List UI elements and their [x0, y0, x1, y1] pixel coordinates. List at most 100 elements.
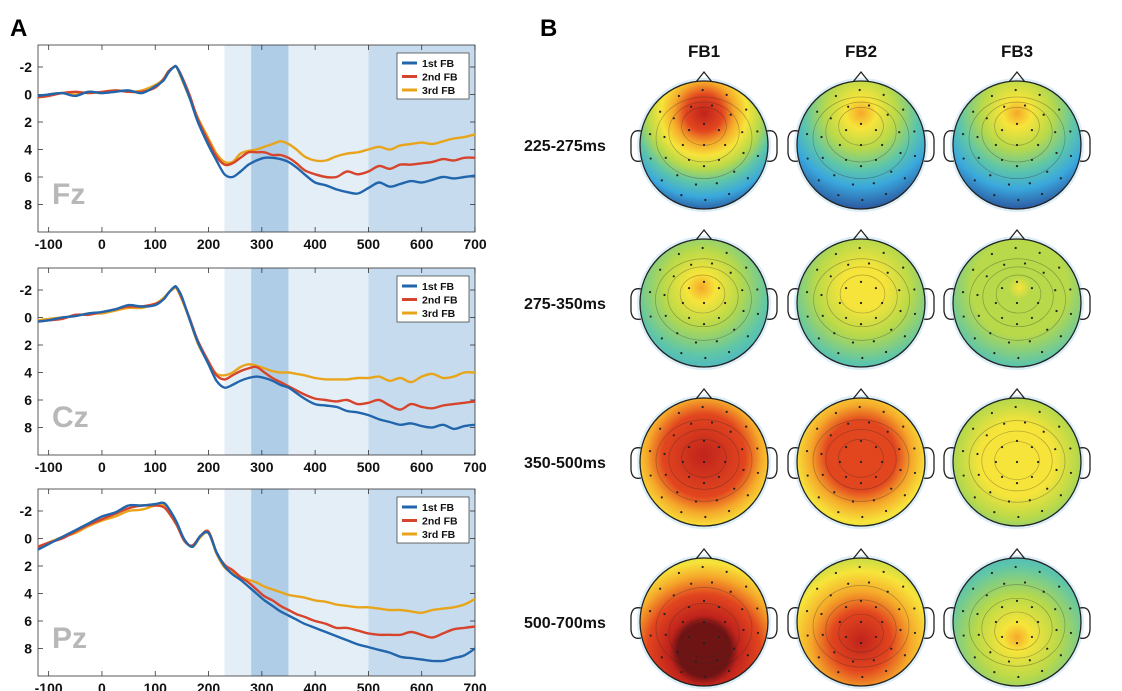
- electrode-dot: [1015, 280, 1019, 283]
- x-tick-label: 0: [98, 459, 106, 475]
- electrode-dot: [687, 445, 691, 449]
- electrode-dot: [745, 425, 748, 428]
- contour-line: [839, 274, 886, 314]
- electrode-dot: [867, 262, 871, 265]
- nose: [1008, 547, 1026, 560]
- electrode-dot: [680, 511, 683, 514]
- electrode-dot: [817, 179, 820, 182]
- electrode-dot: [872, 340, 875, 343]
- right-ear: [766, 130, 778, 162]
- electrode-dot: [961, 609, 965, 613]
- electrode-dot: [1015, 620, 1019, 624]
- electrode-dot: [844, 635, 848, 639]
- electrode-dot: [1069, 631, 1073, 635]
- electrode-dot: [881, 460, 884, 464]
- contour-line: [813, 258, 910, 341]
- right-ear: [1079, 288, 1091, 320]
- electrode-dot: [990, 571, 994, 575]
- electrode-dot: [687, 605, 691, 609]
- electrode-dot: [663, 135, 666, 139]
- electrode-dot: [976, 293, 979, 297]
- electrode-dot: [681, 620, 684, 624]
- electrode-dot: [687, 635, 691, 639]
- electrode-dot: [886, 113, 889, 116]
- electrode-dot: [1058, 266, 1061, 269]
- plot-frame: [37, 44, 476, 233]
- electrode-dot: [676, 651, 679, 654]
- electrode-dot: [990, 411, 994, 415]
- electrode-dot: [913, 471, 917, 475]
- electrode-dot: [741, 448, 744, 451]
- electrode-dot: [859, 301, 863, 305]
- y-tick-label: 0: [24, 310, 32, 326]
- electrode-dot: [874, 158, 878, 162]
- contour-line: [981, 597, 1053, 659]
- electrode-dot: [1040, 509, 1044, 513]
- electrode-dot: [976, 452, 979, 456]
- contour-line: [826, 266, 898, 328]
- contour-line: [812, 585, 910, 668]
- legend-entry: 2nd FB: [422, 295, 458, 307]
- electrode-dot: [1000, 286, 1004, 290]
- contour-line: [825, 429, 897, 490]
- electrode-dot: [1040, 192, 1044, 196]
- left-ear: [787, 447, 799, 479]
- electrode-dot: [816, 110, 819, 113]
- plot-frame: [37, 267, 476, 456]
- electrode-dot: [717, 475, 721, 479]
- x-tick-label: -100: [35, 680, 63, 691]
- electrode-dot: [742, 628, 745, 632]
- electrode-dot: [745, 108, 748, 111]
- electrode-dot: [648, 449, 652, 453]
- legend-entry: 3rd FB: [422, 529, 456, 541]
- electrode-dot: [902, 108, 905, 111]
- contour-line: [995, 274, 1042, 314]
- electrode-dot: [1000, 158, 1004, 162]
- electrode-dot: [687, 158, 691, 162]
- electrode-dot: [1003, 422, 1006, 425]
- electrode-dot: [837, 671, 840, 674]
- contour-line: [981, 430, 1053, 492]
- electrode-dot: [859, 143, 863, 147]
- topo-map-fb3-225-275ms: [943, 70, 1091, 212]
- right-ear: [923, 288, 935, 320]
- electrode-dot: [733, 170, 736, 173]
- electrode-dot: [649, 315, 652, 318]
- right-ear: [766, 288, 778, 320]
- electrode-dot: [1058, 585, 1061, 588]
- electrode-dot: [989, 174, 992, 177]
- electrode-dot: [660, 179, 663, 182]
- electrode-dot: [806, 474, 809, 477]
- column-title: FB1: [688, 42, 720, 61]
- electrode-dot: [648, 132, 652, 136]
- electrode-dot: [993, 352, 996, 355]
- y-tick-label: 0: [24, 87, 32, 103]
- electrode-dot: [1055, 468, 1058, 472]
- electrode-dot: [977, 633, 980, 636]
- electrode-dot: [1000, 635, 1004, 639]
- electrode-dot: [1037, 620, 1040, 624]
- electrode-dot: [805, 290, 809, 294]
- electrode-dot: [1003, 582, 1006, 585]
- electrode-dot: [1055, 628, 1058, 632]
- y-tick-label: 4: [24, 142, 32, 158]
- x-tick-label: -100: [35, 459, 63, 475]
- electrode-dot: [1000, 316, 1004, 320]
- electrode-dot: [844, 128, 848, 132]
- time-window-350-500: [288, 45, 369, 232]
- contour-line: [838, 613, 884, 653]
- electrode-dot: [1007, 341, 1011, 344]
- electrode-dot: [881, 301, 884, 305]
- electrode-dot: [990, 94, 994, 98]
- contour-line: [982, 266, 1054, 328]
- electrode-dot: [664, 473, 667, 476]
- electrode-dot: [913, 154, 917, 158]
- electrode-dot: [902, 266, 905, 269]
- electrode-dot: [861, 356, 864, 360]
- electrode-dot: [859, 482, 863, 485]
- contour-line: [655, 96, 753, 179]
- time-window-350-500: [288, 489, 369, 676]
- x-tick-label: 100: [144, 236, 168, 252]
